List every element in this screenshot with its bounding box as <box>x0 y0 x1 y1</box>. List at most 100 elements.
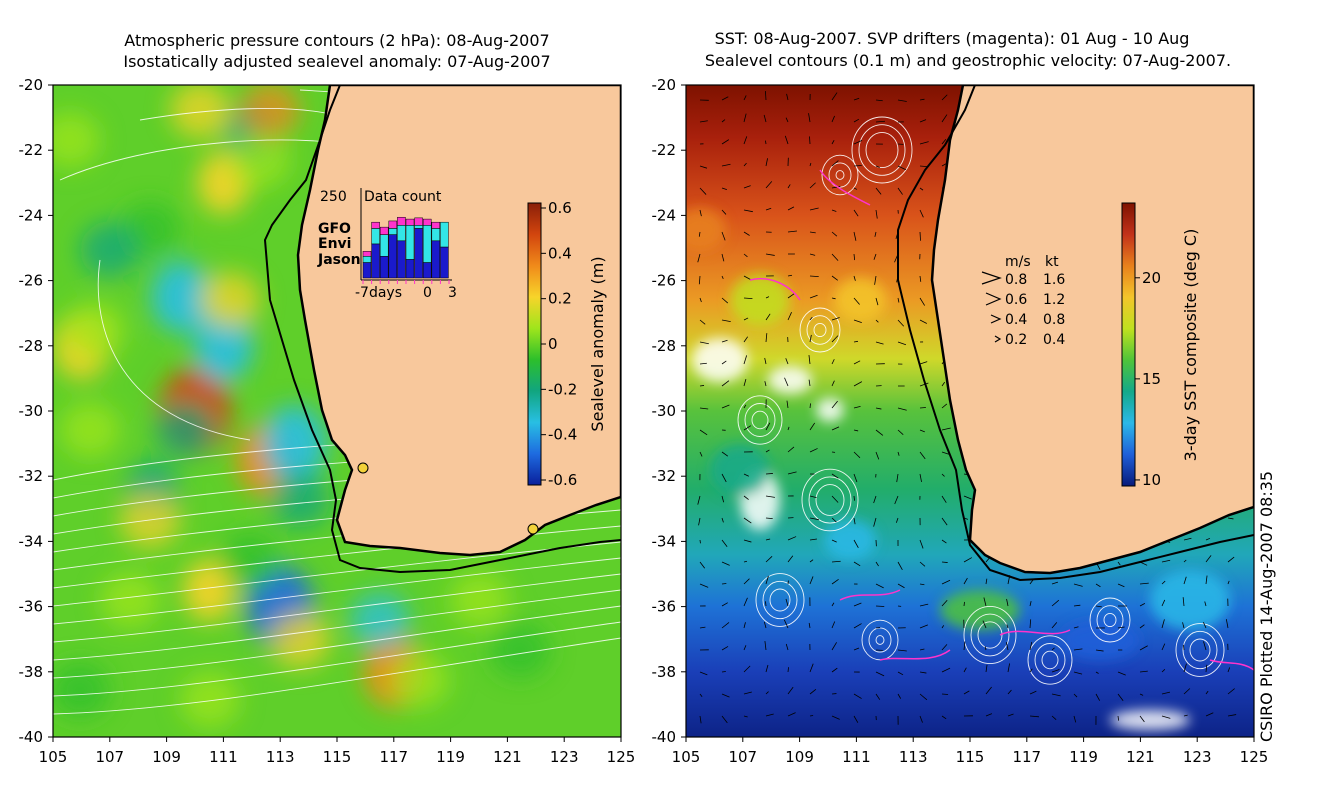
velocity-arrow <box>699 583 709 588</box>
velocity-arrow <box>809 517 819 521</box>
velocity-arrow <box>1227 556 1235 563</box>
sst-texture <box>1110 710 1190 730</box>
velocity-arrow <box>765 333 768 343</box>
sealevel-colorbar-tick-label: -0.2 <box>548 380 577 398</box>
velocity-arrow <box>963 690 970 695</box>
right-ytick-label: -40 <box>652 728 677 746</box>
velocity-arrow <box>1161 691 1171 695</box>
velocity-arrow <box>853 451 861 459</box>
velocity-arrow <box>919 693 928 701</box>
sealevel-contour <box>1189 638 1211 662</box>
velocity-arrow <box>743 473 749 477</box>
velocity-arrow <box>874 275 877 285</box>
velocity-arrow <box>831 209 837 212</box>
sealevel-contour <box>1103 612 1117 628</box>
inset-bar-jason <box>379 256 389 279</box>
velocity-arrow <box>1007 689 1012 695</box>
right-xtick-label: 113 <box>899 748 928 766</box>
left-title-line1: Atmospheric pressure contours (2 hPa): 0… <box>124 31 550 50</box>
sealevel-contour <box>1041 650 1059 670</box>
velocity-arrow <box>831 602 835 607</box>
velocity-arrow <box>809 207 819 211</box>
velocity-arrow <box>897 429 904 435</box>
right-xtick-label: 109 <box>785 748 814 766</box>
velocity-arrow <box>853 381 863 387</box>
velocity-arrow <box>963 557 973 563</box>
velocity-arrow <box>875 165 880 168</box>
velocity-arrow <box>1006 598 1009 607</box>
velocity-arrow <box>919 382 929 387</box>
velocity-arrow <box>919 429 925 433</box>
sealevel-colorbar-tick-label: 0.6 <box>548 199 572 217</box>
right-ytick-label: -24 <box>652 206 677 224</box>
inset-bar-gfo <box>397 216 406 226</box>
velocity-arrow <box>873 253 877 260</box>
sealevel-contour <box>1096 605 1124 635</box>
velocity-arrow <box>1183 714 1188 717</box>
velocity-arrow <box>897 187 903 195</box>
left-ytick-label: -36 <box>19 598 44 616</box>
sst-texture <box>710 444 770 496</box>
velocity-arrow <box>743 317 749 321</box>
velocity-arrow <box>941 473 945 477</box>
inset-bar-envi <box>371 228 380 245</box>
velocity-arrow <box>743 622 746 629</box>
right-ytick-label: -20 <box>652 76 677 94</box>
sealevel-contour <box>970 613 1010 657</box>
velocity-arrow <box>721 187 728 190</box>
velocity-arrow <box>831 621 836 629</box>
velocity-arrow <box>809 253 816 256</box>
velocity-arrow <box>743 231 750 236</box>
sealevel-contour <box>875 635 885 645</box>
speed-arrow-0 <box>981 271 1002 285</box>
sst-texture <box>940 590 1020 630</box>
right-ytick-label: -34 <box>652 532 677 550</box>
speed-arrow-3 <box>994 335 1002 343</box>
velocity-arrow <box>963 641 966 651</box>
velocity-arrow <box>787 712 796 717</box>
velocity-arrow <box>941 539 947 544</box>
velocity-arrow <box>875 319 879 323</box>
inset-xlabel-right: 3 <box>448 285 457 301</box>
pressure-contour <box>53 605 621 679</box>
velocity-arrow <box>919 165 928 168</box>
velocity-arrow <box>985 664 988 673</box>
inset-bar-jason <box>388 234 398 279</box>
velocity-arrow <box>941 644 948 651</box>
inset-bar-gfo <box>379 226 389 235</box>
anomaly-texture <box>170 85 230 138</box>
anomaly-texture <box>450 572 510 628</box>
inset-xlabel-mid: 0 <box>423 285 432 301</box>
velocity-arrow <box>919 648 925 651</box>
velocity-arrow <box>985 578 988 585</box>
anomaly-texture <box>60 402 120 458</box>
sealevel-contour <box>851 116 913 184</box>
velocity-arrow <box>853 715 859 723</box>
sealevel-contour <box>963 605 1017 665</box>
velocity-arrow <box>808 622 811 629</box>
sealevel-colorbar-label: Sealevel anomaly (m) <box>588 256 607 431</box>
shelf-outline <box>263 85 621 574</box>
velocity-arrow <box>1051 715 1057 720</box>
velocity-arrow <box>831 426 840 431</box>
velocity-arrow <box>897 99 907 102</box>
right-xtick-label: 117 <box>1012 748 1041 766</box>
velocity-arrow <box>919 407 926 409</box>
anomaly-texture <box>65 302 125 358</box>
velocity-arrow <box>831 473 839 479</box>
velocity-arrow <box>743 578 750 585</box>
velocity-arrow <box>873 517 877 527</box>
velocity-arrow <box>919 583 925 586</box>
velocity-arrow <box>897 319 905 327</box>
inset-bar-envi <box>414 225 423 229</box>
velocity-arrow <box>875 583 884 589</box>
velocity-arrow <box>787 312 792 321</box>
inset-bar-jason <box>362 262 372 279</box>
anomaly-texture <box>53 662 110 718</box>
inset-bar-gfo <box>414 217 423 226</box>
sealevel-colorbar-tick-label: -0.4 <box>548 426 577 444</box>
velocity-arrow <box>919 319 927 324</box>
velocity-arrow <box>1139 645 1148 651</box>
velocity-arrow <box>895 517 899 523</box>
velocity-arrow <box>1029 641 1033 651</box>
